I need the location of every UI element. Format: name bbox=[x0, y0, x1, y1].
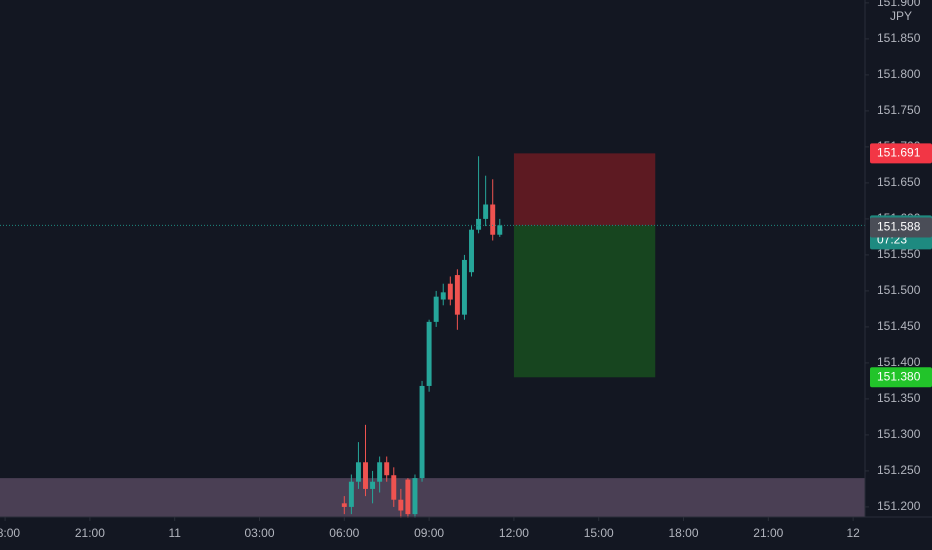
y-tick-label: 151.650 bbox=[877, 175, 921, 189]
x-tick-label: 06:00 bbox=[329, 526, 359, 540]
price-tag-label: 151.380 bbox=[877, 369, 921, 383]
x-tick-label: 12 bbox=[846, 526, 860, 540]
x-tick-label: 18:00 bbox=[0, 526, 20, 540]
y-tick-label: 151.500 bbox=[877, 283, 921, 297]
y-tick-label: 151.200 bbox=[877, 499, 921, 513]
y-tick-label: 151.800 bbox=[877, 67, 921, 81]
candle-body bbox=[341, 503, 347, 507]
candle-body bbox=[476, 218, 482, 230]
y-tick-label: 151.400 bbox=[877, 355, 921, 369]
candle-body bbox=[405, 479, 411, 515]
y-tick-label: 151.250 bbox=[877, 463, 921, 477]
candle-body bbox=[391, 475, 397, 500]
price-tag bbox=[870, 143, 932, 164]
x-tick-label: 12:00 bbox=[499, 526, 529, 540]
x-tick-label: 03:00 bbox=[244, 526, 274, 540]
zone bbox=[0, 478, 865, 517]
stop-area bbox=[513, 153, 656, 226]
y-tick-label: 151.550 bbox=[877, 247, 921, 261]
candle-body bbox=[377, 462, 383, 482]
candle-body bbox=[483, 204, 489, 219]
candle-body bbox=[384, 462, 390, 476]
candle-body bbox=[433, 296, 439, 322]
x-tick-label: 21:00 bbox=[753, 526, 783, 540]
y-tick-label: 151.450 bbox=[877, 319, 921, 333]
candle-body bbox=[426, 321, 432, 386]
x-tick-label: 11 bbox=[168, 526, 181, 540]
candle-body bbox=[363, 462, 368, 489]
candle-body bbox=[447, 283, 453, 300]
candle-body bbox=[370, 481, 376, 489]
candle-body bbox=[398, 499, 404, 511]
candle-body bbox=[412, 478, 418, 515]
candle-body bbox=[419, 385, 425, 479]
x-tick-label: 09:00 bbox=[414, 526, 444, 540]
target-area bbox=[513, 225, 656, 378]
candle-body bbox=[355, 462, 361, 482]
price-tag bbox=[870, 217, 932, 238]
x-tick-label: 21:00 bbox=[75, 526, 105, 540]
currency-box bbox=[880, 7, 916, 27]
candle-body bbox=[348, 481, 354, 507]
candle-body bbox=[461, 259, 467, 315]
candle-body bbox=[440, 292, 446, 300]
x-tick-label: 18:00 bbox=[669, 526, 699, 540]
price-tag-label: 151.588 bbox=[877, 220, 921, 234]
candle-body bbox=[490, 204, 496, 235]
candle-body bbox=[469, 229, 474, 273]
y-tick-label: 151.300 bbox=[877, 427, 921, 441]
x-tick-label: 15:00 bbox=[584, 526, 614, 540]
price-tag-label: 151.691 bbox=[877, 146, 921, 160]
candle-body bbox=[497, 225, 503, 235]
candle-body bbox=[454, 275, 460, 315]
y-tick-label: 151.750 bbox=[877, 103, 921, 117]
currency-label: JPY bbox=[890, 9, 912, 23]
y-tick-label: 151.900 bbox=[877, 0, 921, 9]
price-tag bbox=[870, 367, 932, 388]
y-tick-label: 151.350 bbox=[877, 391, 921, 405]
y-tick-label: 151.850 bbox=[877, 31, 921, 45]
